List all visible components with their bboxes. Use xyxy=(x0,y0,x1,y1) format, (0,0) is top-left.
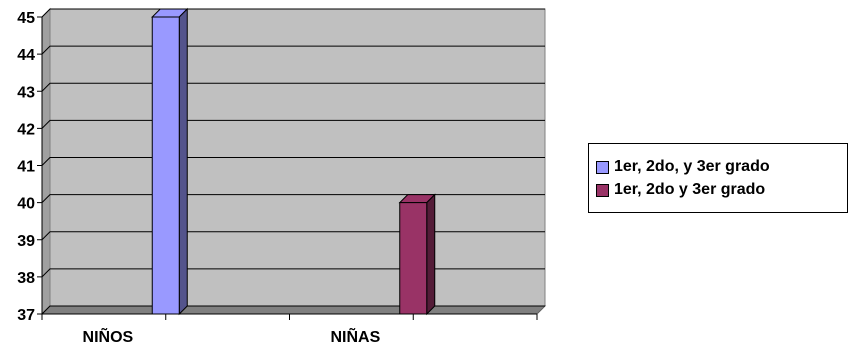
gridline xyxy=(41,194,545,203)
y-tick-label: 38 xyxy=(17,270,35,287)
gridline xyxy=(41,119,545,129)
y-tick-label: 43 xyxy=(17,84,35,101)
gridline xyxy=(41,157,545,166)
y-tick-label: 39 xyxy=(17,233,35,250)
legend: 1er, 2do, y 3er grado 1er, 2do y 3er gra… xyxy=(588,143,848,213)
plot-area xyxy=(40,7,547,316)
gridline xyxy=(41,45,545,55)
y-tick-label: 37 xyxy=(17,307,35,324)
x-axis-tick-labels: NIÑOS NIÑAS xyxy=(83,326,381,346)
bar-front xyxy=(399,202,428,315)
gridline xyxy=(41,231,545,241)
bar-0-0 xyxy=(151,7,189,316)
gridline xyxy=(41,82,545,92)
bar-1-1 xyxy=(398,193,436,316)
bar-side-shade xyxy=(426,194,435,314)
y-axis-tick-labels: 37 38 39 40 41 42 43 44 45 xyxy=(17,10,35,324)
gridline xyxy=(41,305,545,315)
x-tick-label: NIÑAS xyxy=(330,326,380,346)
bar-front xyxy=(151,16,180,315)
gridline xyxy=(41,8,545,18)
legend-entry-1: 1er, 2do, y 3er grado xyxy=(596,156,770,178)
y-tick-label: 41 xyxy=(17,159,35,176)
y-tick-label: 45 xyxy=(17,10,35,27)
y-tick-label: 42 xyxy=(17,121,35,138)
y-tick-label: 44 xyxy=(17,47,35,64)
y-tick-label: 40 xyxy=(17,196,35,213)
floor xyxy=(40,305,547,315)
legend-label-1: 1er, 2do, y 3er grado xyxy=(614,158,770,175)
bar-side-shade xyxy=(179,9,188,314)
legend-swatch-1 xyxy=(596,160,609,174)
bars xyxy=(151,7,436,316)
gridline xyxy=(41,268,545,278)
legend-label-2: 1er, 2do y 3er grado xyxy=(614,181,766,198)
legend-entry-2: 1er, 2do y 3er grado xyxy=(596,179,765,201)
axes xyxy=(37,16,538,320)
x-tick-label: NIÑOS xyxy=(83,326,134,346)
legend-swatch-2 xyxy=(596,183,609,197)
